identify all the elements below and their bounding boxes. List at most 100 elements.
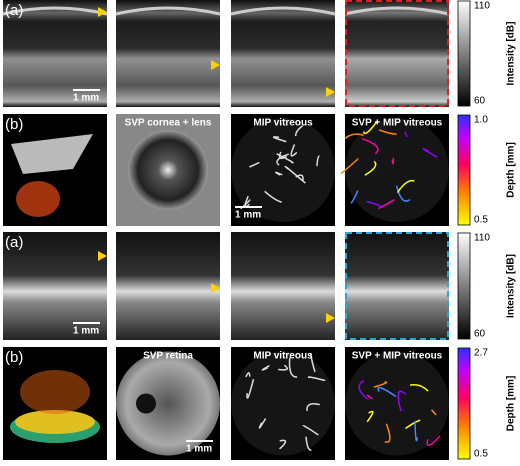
marker (98, 7, 107, 17)
colorbar-max: 110 (474, 1, 490, 12)
colorbar-min: 0.5 (474, 449, 488, 460)
cornea (344, 6, 450, 16)
colorbar-max: 110 (474, 233, 490, 244)
render-3d (16, 181, 60, 217)
oct-scan (345, 0, 449, 107)
colorbar-title: Depth [mm] (506, 142, 517, 198)
highlight-frame (345, 232, 449, 340)
caption: MIP vitreous (253, 351, 313, 362)
marker (326, 313, 335, 323)
render-3d (15, 410, 95, 434)
vessel (373, 381, 388, 388)
en-face (345, 118, 449, 222)
colorbar-min: 60 (474, 96, 486, 107)
vessel (344, 133, 364, 140)
vessel (340, 158, 359, 175)
colorbar-title: Depth [mm] (506, 376, 517, 432)
en-face (231, 118, 335, 222)
marker (211, 283, 220, 293)
vessel (377, 386, 397, 398)
colorbar (457, 114, 471, 226)
vessel (302, 425, 319, 436)
vessel (295, 174, 304, 182)
panel-label: (a) (5, 2, 23, 19)
vessel (290, 144, 298, 157)
vessel (246, 378, 255, 399)
vessel (378, 129, 397, 135)
scale-bar-label: 1 mm (73, 93, 99, 104)
en-face (345, 351, 449, 456)
cornea (2, 6, 108, 16)
en-face (128, 130, 208, 210)
caption: SVP retina (143, 351, 193, 362)
scale-bar-label: 1 mm (186, 444, 212, 455)
render-3d (20, 370, 90, 414)
vessel (364, 160, 377, 176)
vessel (395, 185, 411, 202)
colorbar-max: 2.7 (474, 348, 488, 359)
caption: SVP + MIP vitreous (352, 351, 443, 362)
vessel (288, 357, 298, 378)
colorbar-title: Intensity [dB] (506, 22, 517, 86)
vessel (361, 138, 379, 155)
vessel (276, 153, 290, 166)
scale-bar-label: 1 mm (235, 210, 261, 221)
scale-bar-label: 1 mm (73, 326, 99, 337)
fundus (116, 351, 220, 456)
marker (98, 251, 107, 261)
vessel (294, 125, 303, 137)
optic-disc (136, 393, 156, 414)
colorbar (457, 347, 471, 460)
vessel (358, 379, 368, 400)
vessel (396, 179, 415, 193)
vessel (244, 195, 250, 208)
vessel (309, 353, 316, 373)
vessel (261, 365, 270, 371)
vessel (316, 155, 320, 167)
marker (211, 60, 220, 70)
oct-scan (116, 0, 220, 107)
vessel (366, 201, 384, 208)
vessel (264, 190, 282, 203)
oct-scan (231, 232, 335, 340)
vessel (249, 162, 260, 168)
vessel (278, 364, 288, 371)
panel-label: (b) (5, 349, 23, 366)
caption: SVP cornea + lens (125, 118, 212, 129)
marker (326, 87, 335, 97)
oct-scan (345, 232, 449, 340)
panel-label: (a) (5, 234, 23, 251)
vessel (422, 148, 438, 158)
vessel (397, 390, 407, 412)
vessel (307, 376, 326, 382)
colorbar-min: 0.5 (474, 215, 488, 226)
vessel (245, 372, 251, 378)
cornea (230, 6, 336, 16)
vessel (404, 131, 408, 138)
colorbar-min: 60 (474, 329, 486, 340)
caption: MIP vitreous (253, 118, 313, 129)
vessel (405, 419, 421, 430)
vessel (284, 165, 306, 184)
vessel (276, 153, 294, 164)
colorbar-max: 1.0 (474, 115, 488, 126)
vessel (279, 439, 287, 450)
vessel (414, 420, 419, 442)
vessel (391, 157, 395, 165)
colorbar (457, 0, 471, 107)
vessel (431, 409, 437, 416)
vessel (366, 394, 373, 400)
vessel (409, 384, 429, 392)
oct-scan (231, 0, 335, 107)
vessel (258, 418, 267, 429)
vessel (362, 120, 378, 135)
colorbar-title: Intensity [dB] (506, 254, 517, 318)
oct-scan (116, 232, 220, 340)
vessel (350, 190, 359, 204)
vessel (426, 435, 441, 446)
vessel (384, 423, 391, 443)
colorbar (457, 232, 471, 340)
render-3d (11, 134, 93, 174)
vessel (272, 136, 287, 143)
